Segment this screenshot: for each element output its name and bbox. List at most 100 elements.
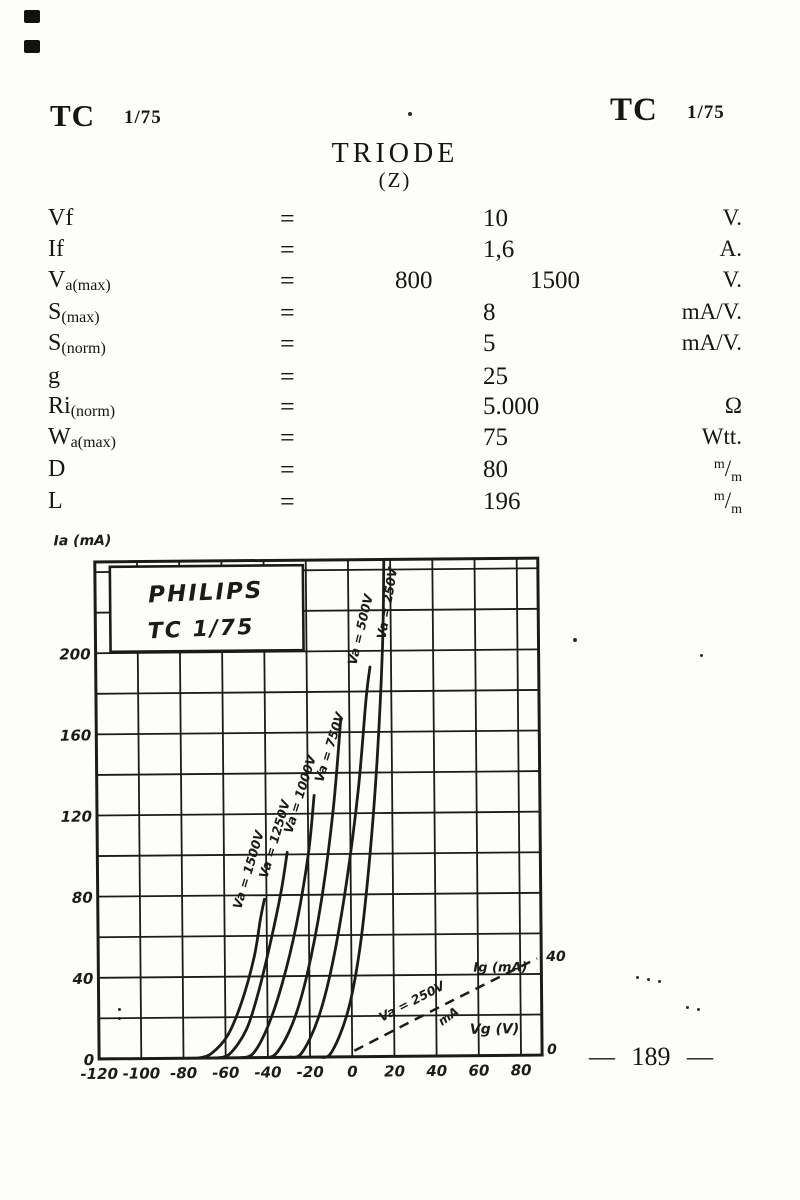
y-axis-title: Ia (mA) (54, 533, 112, 550)
spec-value: 196 (483, 488, 521, 515)
equals-sign: = (280, 392, 295, 421)
equals-sign: = (280, 487, 295, 516)
spec-label: S (48, 330, 62, 356)
brand-box (108, 563, 305, 654)
x-tick-label: 60 (468, 1062, 489, 1080)
spec-row-vf: Vf = 10 V. (48, 204, 742, 236)
spec-unit: A. (719, 236, 742, 261)
grid-line-horizontal (97, 891, 541, 898)
spec-label: W (48, 424, 71, 450)
spec-value: 80 (483, 456, 508, 483)
grid-line-vertical (389, 559, 396, 1057)
spec-unit-slash: / (724, 488, 732, 513)
spec-label: L (48, 488, 63, 514)
spec-value-high: 1500 (530, 267, 580, 294)
grid-line-horizontal (98, 973, 542, 979)
spec-row-ri-norm: Ri(norm) = 5.000 Ω (48, 392, 742, 424)
spec-value-low: 800 (395, 267, 433, 294)
spec-unit-denominator: m (731, 502, 742, 517)
spec-label: g (48, 363, 60, 389)
curve-va-250 (317, 560, 386, 1059)
scan-speck (408, 112, 412, 116)
spec-value: 5 (483, 330, 496, 357)
spec-value: 10 (483, 205, 508, 232)
spec-label-sub: a(max) (65, 277, 111, 294)
spec-label-sub: (norm) (70, 403, 116, 420)
ma-note: mA (435, 1004, 461, 1028)
spec-unit: Wtt. (701, 424, 742, 449)
x-tick-label: -40 (254, 1063, 281, 1081)
scan-artifact (24, 10, 40, 23)
spec-label: Ri (48, 393, 71, 419)
spec-unit: Ω (724, 393, 742, 418)
spec-value: 1,6 (483, 236, 515, 263)
spec-row-wa-max: Wa(max) = 75 Wtt. (48, 423, 742, 455)
scan-speck (636, 976, 639, 979)
grid-line-horizontal (96, 810, 540, 817)
curve-va-1500 (196, 897, 266, 1060)
spec-row-s-norm: S(norm) = 5 mA/V. (48, 329, 742, 361)
page-subtitle: (Z) (378, 168, 412, 192)
type-code-right: TC (610, 92, 658, 128)
brand-name: PHILIPS (148, 577, 264, 608)
spec-value: 5.000 (483, 393, 540, 420)
spec-row-l: L = 196 m/m (48, 487, 742, 519)
spec-label: If (48, 236, 64, 262)
spec-label-sub: (norm) (61, 340, 106, 357)
curve-va-1000 (239, 793, 316, 1060)
spec-row-d: D = 80 m/m (48, 455, 742, 487)
issue-left: 1/75 (124, 107, 162, 128)
right-axis-title: Ig (mA) (473, 960, 527, 975)
scan-artifact (24, 40, 40, 53)
equals-sign: = (280, 329, 295, 358)
equals-sign: = (280, 362, 295, 391)
y-tick-label: 80 (72, 889, 93, 907)
spec-unit: V. (722, 205, 742, 230)
x-tick-label: -80 (170, 1064, 197, 1082)
spec-row-s-max: S(max) = 8 mA/V. (48, 298, 742, 330)
curve-va-1250 (215, 851, 289, 1060)
y-tick-label: 200 (59, 645, 90, 663)
x-tick-label: 80 (511, 1061, 532, 1079)
brand-type-code: TC 1/75 (147, 615, 255, 645)
grid-line-vertical (304, 560, 311, 1058)
spec-unit: mA/V. (681, 299, 742, 324)
equals-sign: = (280, 455, 295, 484)
spec-value: 25 (483, 363, 508, 390)
spec-label: V (48, 267, 66, 293)
grid-line-horizontal (96, 729, 540, 736)
spec-label: S (48, 299, 62, 325)
x-tick-label: -60 (212, 1064, 239, 1082)
y-tick-label: 160 (60, 726, 91, 744)
grid-line-horizontal (95, 689, 539, 695)
page-title: TRIODE (331, 138, 459, 169)
spec-unit: mA/V. (681, 330, 742, 355)
issue-right: 1/75 (687, 102, 725, 123)
spec-unit-numerator: m (713, 489, 725, 504)
spec-unit-numerator: m (713, 457, 725, 472)
x-tick-label: 40 (425, 1062, 447, 1080)
spec-value: 8 (483, 299, 496, 326)
equals-sign: = (280, 235, 295, 264)
curve-va-750 (262, 716, 343, 1059)
spec-unit: V. (722, 267, 742, 292)
x-tick-label: 20 (384, 1062, 405, 1080)
curve-label-va-250: Va = 250V (374, 565, 401, 640)
grid-line-vertical (347, 559, 354, 1057)
equals-sign: = (280, 204, 295, 233)
spec-value: 75 (483, 424, 508, 451)
y-tick-label: 40 (71, 970, 93, 988)
curve-va-500 (287, 665, 372, 1059)
grid-line-horizontal (98, 932, 542, 939)
anode-characteristics-chart: PHILIPS TC 1/75 Va = 1500V Va = 1250V Va = 1… (37, 523, 602, 1108)
spec-unit-slash: / (724, 456, 732, 481)
spec-label-sub: (max) (61, 309, 100, 326)
dashed-grid-current-line (353, 957, 538, 1052)
right-tick-label: 0 (547, 1042, 557, 1058)
spec-unit-denominator: m (731, 470, 742, 485)
spec-label: Vf (48, 205, 74, 231)
page-number: — 189 — (589, 1042, 713, 1071)
x-tick-label: -100 (123, 1064, 161, 1082)
scan-speck (573, 638, 577, 642)
